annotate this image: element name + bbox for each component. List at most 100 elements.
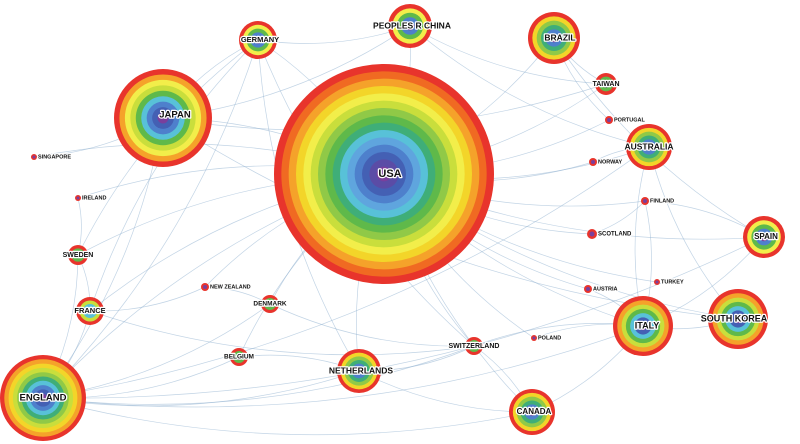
edge-scotland-finland [591, 200, 646, 235]
edge-france-new-zealand [89, 286, 206, 312]
node-ring [74, 251, 82, 259]
edge-england-germany [42, 39, 259, 399]
node-ring [655, 280, 659, 284]
node-label: SCOTLAND [598, 232, 632, 238]
node-ring [532, 336, 536, 340]
node-ring [267, 301, 273, 307]
node-label: SPAIN [754, 232, 778, 241]
node-ring [76, 196, 80, 200]
node-label: ENGLAND [20, 393, 67, 404]
edge-peoples-r-china-taiwan [409, 25, 607, 85]
node-scotland[interactable]: SCOTLAND [587, 229, 633, 239]
node-ring [86, 307, 94, 315]
node-taiwan[interactable]: TAIWAN [591, 73, 621, 95]
node-ring [471, 343, 477, 349]
node-netherlands[interactable]: NETHERLANDS [328, 349, 395, 393]
node-south-korea[interactable]: SOUTH KOREA [699, 289, 769, 349]
node-label: PORTUGAL [614, 117, 646, 123]
node-label: GERMANY [241, 35, 279, 44]
node-ring [203, 285, 207, 289]
node-ireland[interactable]: IRELAND [75, 194, 108, 203]
node-ring [236, 354, 242, 360]
node-england[interactable]: ENGLAND [0, 355, 86, 441]
edge-france-switzerland [89, 310, 475, 356]
node-ring [645, 143, 653, 151]
node-new-zealand[interactable]: NEW ZEALAND [201, 283, 252, 292]
node-ring [586, 287, 590, 291]
node-label: SWITZERLAND [449, 343, 500, 350]
node-ring [607, 118, 611, 122]
node-label: ITALY [635, 320, 660, 330]
node-brazil[interactable]: BRAZIL [528, 12, 580, 64]
node-ring [759, 232, 769, 242]
node-label: SINGAPORE [38, 154, 71, 160]
node-label: CANADA [517, 407, 552, 416]
node-label: NEW ZEALAND [210, 284, 251, 290]
node-peoples-r-china[interactable]: PEOPLES R CHINA [372, 4, 452, 48]
node-switzerland[interactable]: SWITZERLAND [447, 337, 501, 355]
node-ring [638, 321, 648, 331]
node-portugal[interactable]: PORTUGAL [605, 116, 647, 125]
node-label: TURKEY [661, 279, 684, 285]
node-ring [254, 36, 262, 44]
node-label: TAIWAN [592, 81, 619, 88]
node-usa[interactable]: USA [274, 64, 494, 284]
node-ring [643, 199, 647, 203]
node-denmark[interactable]: DENMARK [252, 295, 288, 313]
node-label: PEOPLES R CHINA [373, 20, 451, 30]
node-label: DENMARK [253, 301, 287, 308]
edge-england-spain [42, 236, 765, 399]
node-singapore[interactable]: SINGAPORE [31, 153, 73, 162]
node-germany[interactable]: GERMANY [239, 21, 280, 59]
node-ring [355, 367, 363, 375]
node-label: BELGIUM [224, 354, 254, 361]
node-ring [157, 112, 169, 124]
edge-england-australia [42, 146, 650, 399]
node-japan[interactable]: JAPAN [114, 69, 212, 167]
node-label: BRAZIL [544, 32, 575, 42]
nodes-layer: USA PEOPLES R CHINA GERMANY BRAZIL JAPAN TAIW… [0, 4, 785, 441]
edge-denmark-switzerland [269, 303, 475, 347]
node-label: USA [378, 168, 401, 180]
node-label: POLAND [538, 335, 561, 341]
node-label: SOUTH KOREA [701, 313, 768, 323]
node-poland[interactable]: POLAND [531, 334, 563, 343]
node-label: SWEDEN [63, 252, 94, 259]
node-france[interactable]: FRANCE [73, 297, 107, 325]
node-ring [602, 80, 610, 88]
node-austria[interactable]: AUSTRIA [584, 285, 619, 294]
node-ring [591, 160, 595, 164]
node-label: FRANCE [74, 306, 105, 315]
node-australia[interactable]: AUSTRALIA [623, 124, 675, 170]
node-ring [528, 408, 536, 416]
edge-england-italy [42, 325, 644, 408]
node-label: JAPAN [159, 110, 191, 121]
node-ring [32, 155, 36, 159]
node-ring [376, 166, 392, 182]
node-ring [405, 21, 415, 31]
edge-netherlands-canada [358, 370, 533, 413]
node-ring [38, 393, 48, 403]
node-label: FINLAND [650, 198, 674, 204]
node-norway[interactable]: NORWAY [589, 158, 624, 167]
node-label: NORWAY [598, 159, 622, 165]
node-turkey[interactable]: TURKEY [654, 278, 685, 287]
node-ring [589, 231, 595, 237]
node-italy[interactable]: ITALY [613, 296, 673, 356]
node-label: NETHERLANDS [329, 365, 394, 375]
node-spain[interactable]: SPAIN [743, 216, 785, 258]
node-ring [549, 33, 559, 43]
node-finland[interactable]: FINLAND [641, 197, 675, 206]
edge-england-switzerland [42, 345, 475, 405]
node-canada[interactable]: CANADA [509, 389, 555, 435]
edge-england-canada [42, 397, 533, 436]
node-sweden[interactable]: SWEDEN [61, 245, 95, 265]
edge-peoples-r-china-australia [409, 25, 650, 148]
node-ring [733, 314, 743, 324]
node-belgium[interactable]: BELGIUM [223, 348, 255, 366]
node-label: AUSTRIA [593, 286, 617, 292]
node-label: AUSTRALIA [624, 141, 673, 151]
node-label: IRELAND [82, 195, 106, 201]
